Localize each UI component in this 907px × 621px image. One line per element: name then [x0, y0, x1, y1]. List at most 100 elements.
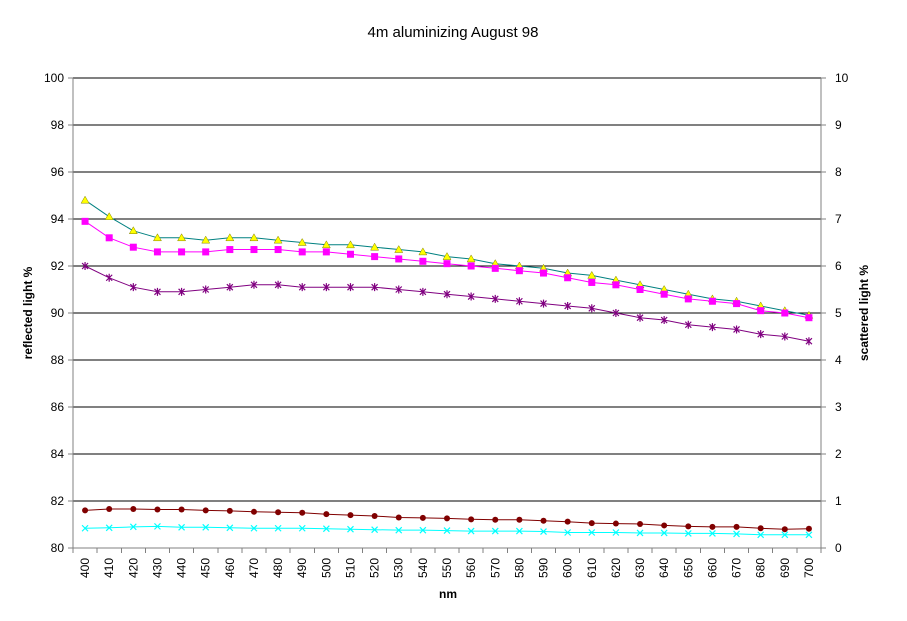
data-point — [299, 509, 306, 516]
data-point — [249, 233, 259, 242]
data-point — [540, 269, 548, 277]
data-point — [202, 507, 209, 514]
data-point — [250, 280, 258, 289]
data-point — [154, 287, 161, 296]
y-tick-label: 84 — [51, 447, 65, 461]
data-point — [226, 283, 234, 292]
y-tick-label: 80 — [51, 541, 65, 555]
data-point — [129, 523, 137, 531]
data-point — [442, 252, 452, 260]
data-point — [395, 255, 403, 263]
x-tick-label: 420 — [126, 558, 140, 578]
data-point — [540, 517, 547, 524]
x-tick-label: 700 — [802, 558, 816, 578]
data-point — [201, 235, 211, 244]
x-tick-label: 440 — [175, 558, 189, 578]
data-point — [564, 518, 571, 525]
data-point — [130, 505, 137, 512]
grid-lines — [73, 77, 821, 549]
x-tick-label: 470 — [247, 558, 261, 578]
y2-tick-label: 5 — [835, 306, 842, 320]
data-point — [636, 529, 644, 537]
y-tick-label: 90 — [51, 306, 65, 320]
x-tick-label: 690 — [778, 558, 792, 578]
x-tick-label: 670 — [730, 558, 744, 578]
x-tick-label: 510 — [343, 558, 357, 578]
y2-tick-label: 8 — [835, 165, 842, 179]
x-tick-label: 540 — [416, 558, 430, 578]
data-point — [757, 531, 765, 539]
data-point — [298, 283, 306, 292]
axes — [68, 77, 826, 553]
data-point — [757, 525, 764, 532]
data-point — [129, 283, 137, 292]
data-point — [394, 245, 404, 253]
x-tick-label: 530 — [392, 558, 406, 578]
data-point — [104, 212, 114, 220]
data-point — [153, 233, 162, 242]
data-point — [466, 254, 476, 263]
x-tick-label: 640 — [657, 558, 671, 578]
y-tick-label: 98 — [51, 118, 65, 132]
data-point — [81, 262, 89, 270]
series-5 — [81, 522, 813, 539]
x-tick-label: 410 — [102, 558, 116, 578]
data-point — [805, 337, 813, 346]
data-point — [250, 524, 258, 532]
data-point — [81, 217, 89, 225]
y2-axis-title: scattered light % — [857, 265, 871, 361]
data-point — [587, 270, 597, 279]
y2-tick-label: 4 — [835, 353, 842, 367]
data-point — [347, 512, 354, 519]
x-tick-label: 500 — [319, 558, 333, 578]
y2-tick-label: 2 — [835, 447, 842, 461]
data-point — [419, 514, 426, 521]
x-axis-title: nm — [439, 587, 457, 601]
data-point — [757, 330, 765, 339]
data-point — [395, 285, 403, 294]
data-point — [275, 509, 282, 516]
data-point — [323, 511, 330, 518]
data-point — [733, 325, 740, 334]
y-tick-label: 92 — [51, 259, 65, 273]
data-point — [154, 506, 161, 513]
data-point — [612, 520, 619, 527]
data-point — [805, 531, 813, 539]
data-point — [515, 527, 523, 535]
data-point — [347, 283, 354, 292]
data-point — [177, 233, 187, 242]
data-point — [371, 283, 379, 292]
data-point — [733, 300, 741, 308]
chart-title: 4m aluminizing August 98 — [368, 24, 539, 41]
data-point — [371, 253, 379, 261]
data-point — [637, 521, 644, 528]
data-point — [178, 248, 186, 256]
data-point — [321, 240, 331, 249]
data-point — [226, 507, 233, 514]
x-tick-label: 660 — [705, 558, 719, 578]
data-point — [708, 297, 716, 305]
data-point — [418, 247, 428, 256]
data-point — [226, 524, 234, 532]
data-point — [298, 248, 306, 256]
series-4 — [82, 505, 812, 533]
data-point — [733, 530, 740, 538]
data-point — [612, 309, 620, 317]
data-point — [153, 248, 161, 256]
data-point — [419, 257, 427, 265]
data-point — [612, 281, 620, 289]
x-tick-label: 430 — [150, 558, 164, 578]
data-point — [346, 250, 354, 258]
data-point — [154, 522, 161, 530]
data-point — [322, 283, 330, 292]
data-point — [588, 520, 595, 527]
data-point — [467, 292, 475, 301]
data-point — [347, 525, 354, 533]
data-point — [612, 529, 620, 536]
data-point — [805, 314, 813, 322]
y-tick-label: 94 — [51, 212, 65, 226]
data-point — [805, 525, 812, 532]
data-point — [492, 516, 499, 523]
data-point — [709, 523, 716, 530]
